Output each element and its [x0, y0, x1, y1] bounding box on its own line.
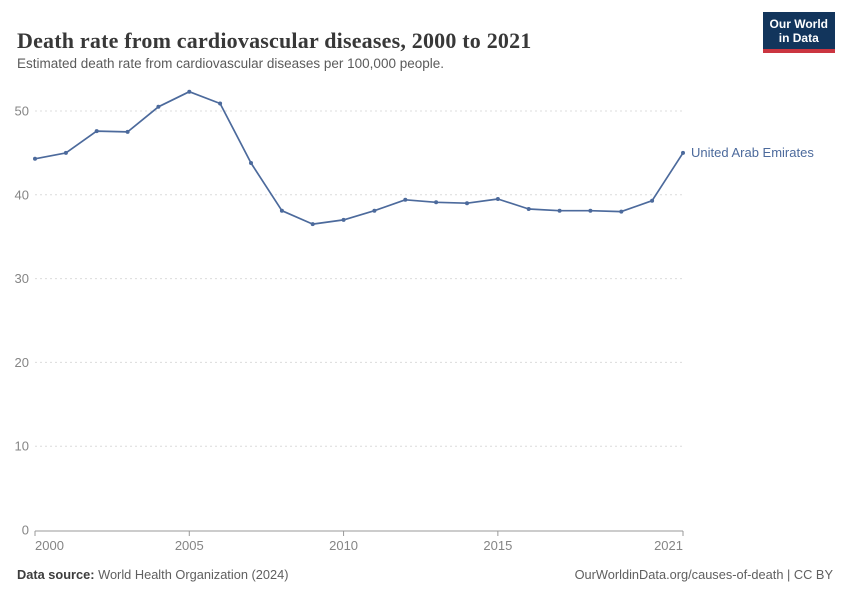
data-point — [557, 208, 562, 213]
x-axis-label: 2005 — [175, 538, 204, 553]
line-end-label: United Arab Emirates — [691, 145, 814, 160]
data-point — [218, 101, 223, 106]
data-source: Data source: World Health Organization (… — [17, 567, 289, 582]
x-axis-label: 2010 — [329, 538, 358, 553]
credit-link[interactable]: OurWorldinData.org/causes-of-death | CC … — [574, 567, 833, 582]
data-source-value: World Health Organization (2024) — [98, 567, 289, 582]
data-point — [372, 208, 377, 213]
data-point — [341, 217, 346, 222]
data-point — [434, 200, 439, 205]
data-point — [495, 197, 500, 201]
data-point — [63, 150, 68, 155]
data-point — [681, 150, 685, 155]
x-axis-label: 2015 — [483, 538, 512, 553]
data-point — [33, 156, 37, 161]
y-axis-label: 0 — [22, 523, 29, 538]
y-axis-label: 30 — [15, 271, 29, 286]
x-axis-label: 2021 — [654, 538, 683, 553]
owid-logo[interactable]: Our World in Data — [762, 12, 835, 53]
data-point — [310, 222, 315, 227]
data-point — [403, 197, 408, 202]
page-title: Death rate from cardiovascular diseases,… — [17, 27, 532, 53]
owid-logo-line2: in Data — [778, 31, 819, 46]
y-axis-label: 50 — [15, 104, 29, 119]
y-axis-label: 10 — [15, 439, 29, 454]
y-axis-label: 20 — [15, 355, 29, 370]
chart-subtitle: Estimated death rate from cardiovascular… — [17, 56, 444, 71]
data-point — [279, 208, 284, 213]
x-axis-label: 2000 — [35, 538, 64, 553]
data-point — [526, 207, 531, 211]
chart-footer: Data source: World Health Organization (… — [17, 567, 833, 582]
data-point — [187, 89, 192, 94]
data-point — [465, 201, 469, 206]
data-point — [156, 104, 161, 109]
data-point — [94, 129, 99, 134]
owid-logo-line1: Our World — [769, 17, 828, 31]
data-point — [249, 161, 253, 165]
trend-line — [34, 90, 684, 225]
data-point — [619, 209, 624, 214]
data-point — [588, 208, 593, 213]
data-source-label: Data source: — [17, 567, 95, 582]
data-point — [650, 198, 655, 203]
y-axis-label: 40 — [15, 187, 29, 202]
data-point — [125, 129, 130, 134]
